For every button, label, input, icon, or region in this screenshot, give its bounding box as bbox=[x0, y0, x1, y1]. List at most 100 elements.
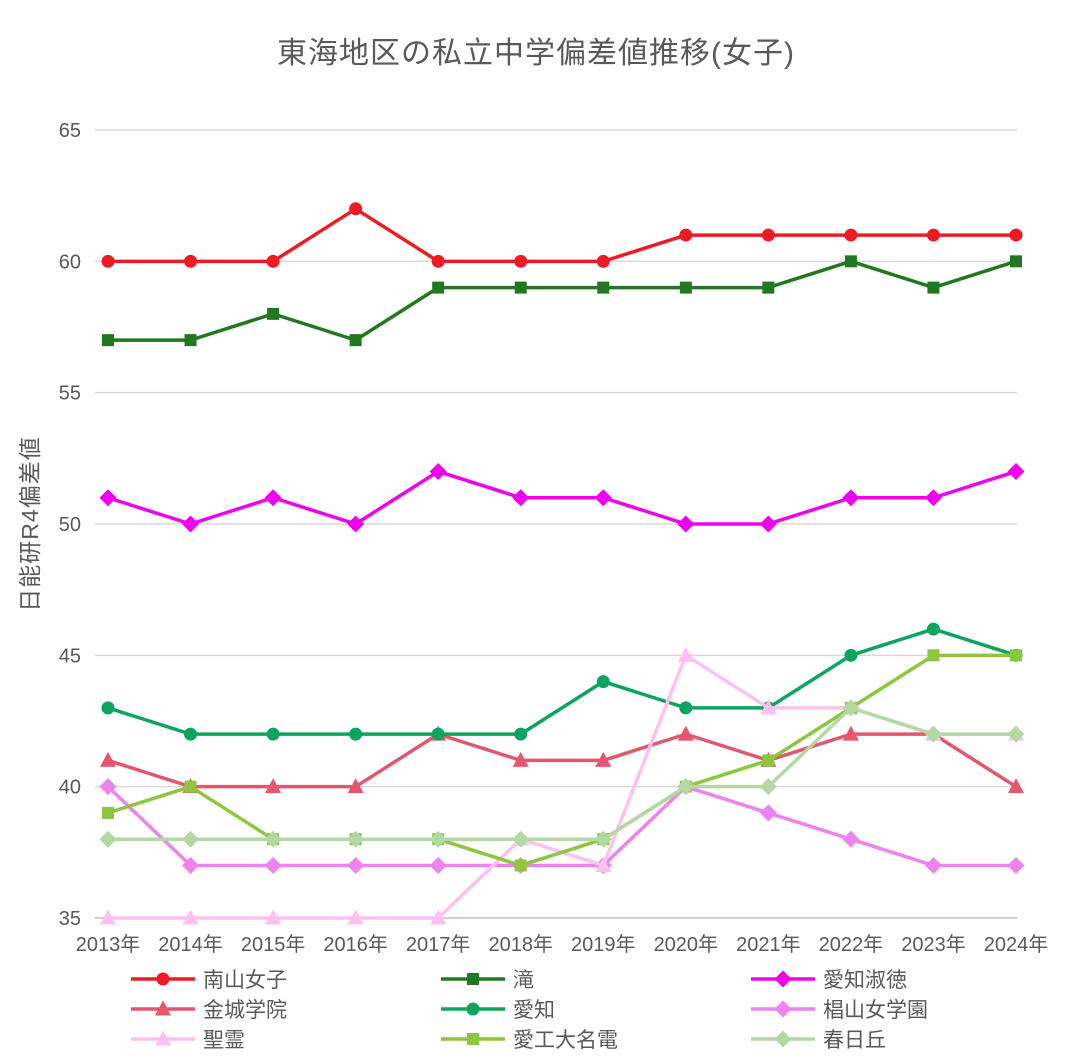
data-point bbox=[596, 254, 610, 268]
data-point bbox=[467, 973, 479, 985]
legend-label: 聖霊 bbox=[203, 1029, 245, 1052]
data-point bbox=[184, 780, 197, 793]
series-line-1 bbox=[106, 259, 1018, 342]
data-point bbox=[264, 856, 282, 874]
x-tick-label: 2015年 bbox=[241, 933, 306, 956]
y-tick-label: 50 bbox=[59, 514, 81, 536]
data-point bbox=[184, 334, 197, 347]
data-point bbox=[99, 778, 117, 796]
data-point bbox=[347, 778, 364, 794]
data-point bbox=[679, 701, 693, 715]
data-point bbox=[679, 228, 693, 242]
data-point bbox=[347, 909, 364, 925]
data-point bbox=[512, 751, 529, 767]
legend-label: 愛知淑徳 bbox=[823, 969, 907, 992]
legend-item-5: 椙山女学園 bbox=[750, 996, 1060, 1022]
legend-marker-icon bbox=[751, 1000, 815, 1018]
data-point bbox=[512, 489, 530, 507]
x-tick-label: 2021年 bbox=[736, 933, 801, 956]
data-point bbox=[759, 804, 777, 822]
data-point bbox=[182, 515, 200, 533]
data-point bbox=[349, 334, 362, 347]
data-point bbox=[926, 622, 940, 636]
data-point bbox=[512, 830, 530, 848]
legend-label: 滝 bbox=[513, 969, 534, 992]
series-line-2 bbox=[106, 469, 1018, 526]
data-point bbox=[677, 725, 694, 741]
data-point bbox=[429, 462, 447, 480]
data-point bbox=[156, 972, 170, 986]
x-tick-label: 2017年 bbox=[406, 933, 471, 956]
data-point bbox=[182, 856, 200, 874]
y-axis-title: 日能研R4偏差値 bbox=[17, 436, 43, 611]
x-tick-label: 2024年 bbox=[984, 933, 1049, 956]
y-tick-label: 45 bbox=[59, 645, 81, 667]
series-line-4 bbox=[106, 627, 1018, 736]
data-point bbox=[100, 751, 116, 767]
data-point bbox=[100, 909, 116, 925]
data-point bbox=[679, 281, 692, 294]
data-point bbox=[596, 675, 610, 689]
data-point bbox=[467, 1033, 479, 1045]
data-point bbox=[759, 515, 777, 533]
data-point bbox=[514, 727, 528, 741]
x-tick-label: 2020年 bbox=[654, 933, 719, 956]
legend-item-6: 聖霊 bbox=[130, 1026, 440, 1052]
data-point bbox=[842, 830, 860, 848]
data-point bbox=[430, 909, 447, 925]
data-point bbox=[1010, 649, 1022, 662]
data-point bbox=[844, 255, 857, 268]
data-point bbox=[844, 228, 858, 242]
data-point bbox=[514, 254, 528, 268]
legend-item-2: 愛知淑徳 bbox=[750, 966, 1060, 992]
series-line-7 bbox=[106, 653, 1018, 868]
data-point bbox=[265, 909, 282, 925]
line-chart-plot: 35 40 45 50 55 60 65 2013年 2014年 2015年 2016年 2017年 2… bbox=[17, 120, 1049, 956]
data-point bbox=[677, 646, 694, 662]
data-point bbox=[431, 727, 445, 741]
data-point bbox=[266, 254, 280, 268]
legend-marker-icon bbox=[751, 1030, 815, 1048]
data-point bbox=[927, 649, 940, 662]
data-point bbox=[842, 699, 860, 717]
x-tick-label: 2018年 bbox=[488, 933, 553, 956]
y-tick-label: 35 bbox=[59, 908, 81, 930]
data-point bbox=[1007, 462, 1025, 480]
data-point bbox=[677, 778, 695, 796]
y-tick-label: 65 bbox=[59, 120, 81, 142]
data-point bbox=[774, 1030, 792, 1048]
legend-marker-icon bbox=[441, 1033, 505, 1045]
data-point bbox=[677, 515, 695, 533]
data-point bbox=[594, 489, 612, 507]
data-point bbox=[265, 778, 282, 794]
data-point bbox=[99, 830, 117, 848]
data-point bbox=[844, 648, 858, 662]
x-tick-label: 2016年 bbox=[323, 933, 388, 956]
legend-marker-icon bbox=[131, 1000, 195, 1016]
legend-marker-icon bbox=[441, 973, 505, 985]
data-point bbox=[597, 281, 610, 294]
legend-label: 愛知 bbox=[513, 999, 555, 1022]
y-tick-label: 60 bbox=[59, 251, 81, 273]
data-point bbox=[432, 281, 445, 294]
series-line-8 bbox=[106, 706, 1018, 841]
data-point bbox=[429, 856, 447, 874]
legend-label: 南山女子 bbox=[203, 969, 287, 992]
data-point bbox=[264, 830, 282, 848]
data-point bbox=[762, 754, 775, 767]
data-point bbox=[184, 254, 198, 268]
x-tick-label: 2014年 bbox=[158, 933, 223, 956]
legend-item-3: 金城学院 bbox=[130, 996, 440, 1022]
data-point bbox=[349, 202, 363, 216]
series-line-5 bbox=[106, 784, 1018, 868]
data-point bbox=[842, 489, 860, 507]
data-point bbox=[1007, 725, 1025, 743]
data-point bbox=[1009, 228, 1023, 242]
legend-label: 椙山女学園 bbox=[823, 999, 928, 1022]
data-point bbox=[1008, 778, 1024, 794]
data-point bbox=[267, 307, 280, 320]
data-point bbox=[762, 281, 775, 294]
data-point bbox=[347, 856, 365, 874]
data-point bbox=[594, 830, 612, 848]
